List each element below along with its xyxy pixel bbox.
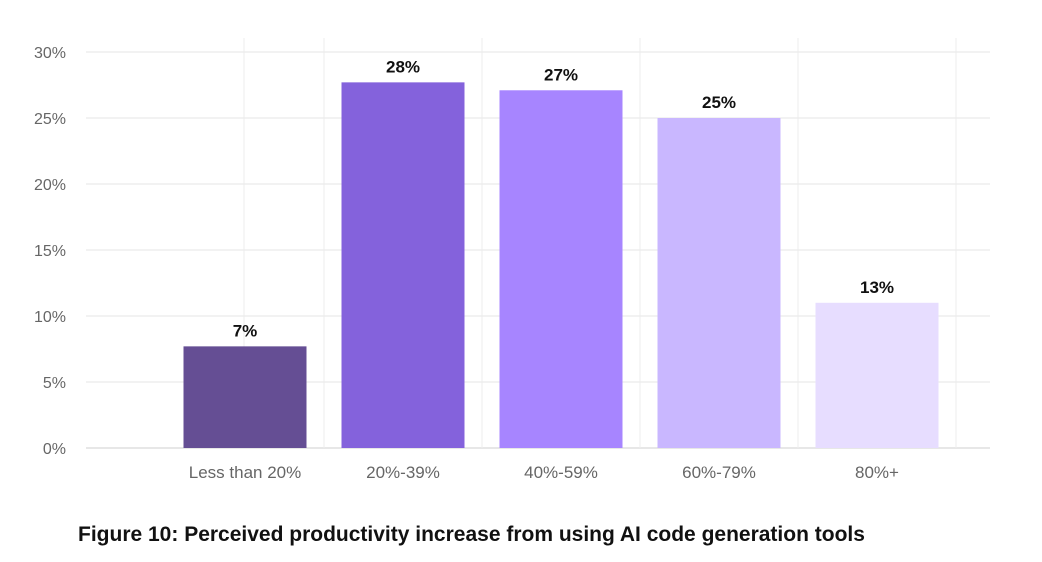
x-category-label: 20%-39%: [366, 463, 440, 482]
bar-2: [341, 82, 465, 449]
data-label: 28%: [386, 57, 420, 76]
y-tick-label: 25%: [34, 111, 66, 128]
data-label: 13%: [860, 278, 894, 297]
data-label: 27%: [544, 65, 578, 84]
y-tick-label: 30%: [34, 45, 66, 62]
x-category-label: 80%+: [855, 463, 899, 482]
axis-layer: 0% 5% 10% 15% 20% 25% 30%: [34, 45, 66, 458]
bar-layer: [183, 82, 939, 449]
y-tick-label: 0%: [43, 441, 66, 458]
bar-4: [657, 118, 781, 448]
bar-1: [183, 346, 307, 448]
y-tick-label: 20%: [34, 177, 66, 194]
bar-chart: 0% 5% 10% 15% 20% 25% 30% 7% Less than 20% 28% 20…: [34, 38, 990, 482]
data-label: 7%: [233, 321, 258, 340]
y-tick-label: 15%: [34, 243, 66, 260]
bar-3: [499, 90, 623, 448]
x-category-label: 60%-79%: [682, 463, 756, 482]
figure-caption: Figure 10: Perceived productivity increa…: [78, 523, 865, 546]
x-category-label: Less than 20%: [189, 463, 301, 482]
y-tick-label: 10%: [34, 309, 66, 326]
x-category-label: 40%-59%: [524, 463, 598, 482]
bar-5: [815, 302, 939, 448]
data-label: 25%: [702, 93, 736, 112]
y-tick-label: 5%: [43, 375, 66, 392]
label-layer: 7% Less than 20% 28% 20%-39% 27% 40%-59% 25% 60…: [189, 57, 899, 482]
